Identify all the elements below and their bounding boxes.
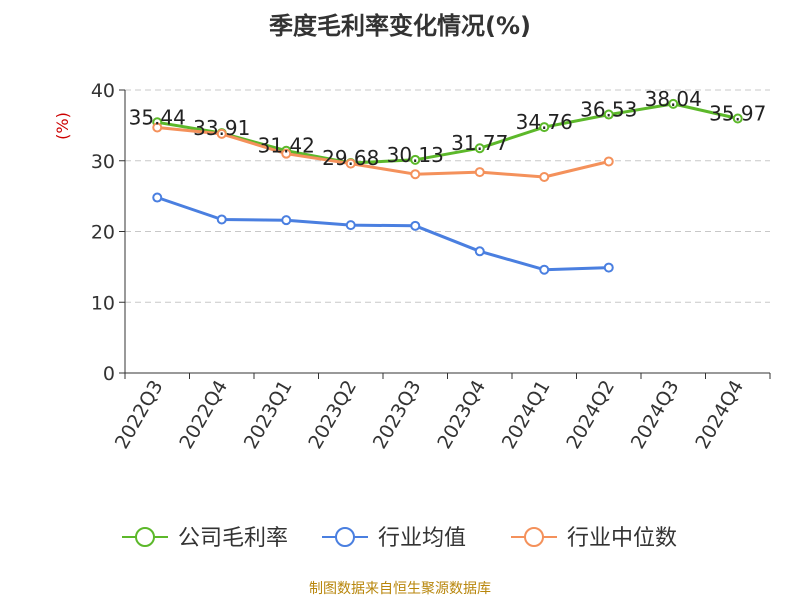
data-point bbox=[410, 220, 421, 231]
x-tick-label: 2023Q3 bbox=[369, 377, 426, 453]
x-tick-label: 2024Q2 bbox=[562, 377, 619, 453]
x-tick-label: 2023Q1 bbox=[240, 377, 297, 453]
data-label: 31.42 bbox=[258, 134, 315, 158]
x-tick-label: 2024Q1 bbox=[498, 377, 555, 453]
x-tick-label: 2023Q2 bbox=[304, 377, 361, 453]
data-point bbox=[410, 154, 421, 165]
data-point bbox=[216, 214, 227, 225]
data-label: 35.44 bbox=[129, 105, 186, 129]
data-point bbox=[539, 122, 550, 133]
y-tick-label: 40 bbox=[91, 80, 115, 102]
data-point bbox=[281, 215, 292, 226]
data-point bbox=[152, 122, 163, 133]
grid-layer bbox=[125, 89, 770, 303]
data-point bbox=[732, 113, 743, 124]
series-layer bbox=[152, 98, 743, 275]
data-point bbox=[345, 158, 356, 169]
data-label-layer: 35.44 33.91 31.42 29.68 30.13 31.77 34.76 36.53… bbox=[129, 87, 767, 170]
data-point bbox=[603, 262, 614, 273]
legend-label: 行业均值 bbox=[378, 526, 466, 551]
data-label: 29.68 bbox=[322, 146, 379, 170]
x-tick-label: 2022Q3 bbox=[111, 377, 168, 453]
data-point bbox=[410, 169, 421, 180]
chart-title: 季度毛利率变化情况(%) bbox=[269, 12, 531, 40]
data-label: 35.97 bbox=[709, 102, 766, 126]
y-tick-label: 0 bbox=[103, 363, 115, 385]
source-note: 制图数据来自恒生聚源数据库 bbox=[309, 581, 491, 597]
y-tick-label: 30 bbox=[91, 151, 115, 173]
data-label: 33.91 bbox=[193, 116, 250, 140]
data-point bbox=[281, 148, 292, 159]
data-point bbox=[474, 143, 485, 154]
y-axis-label: (%) bbox=[53, 112, 72, 140]
data-point bbox=[603, 109, 614, 120]
legend: 公司毛利率 行业均值 行业中位数 bbox=[122, 526, 677, 551]
data-point bbox=[603, 156, 614, 167]
legend-marker bbox=[135, 527, 155, 547]
legend-label: 公司毛利率 bbox=[178, 526, 288, 551]
y-tick-label: 10 bbox=[91, 292, 115, 314]
series-line-1 bbox=[156, 196, 609, 272]
data-point bbox=[474, 246, 485, 257]
series-line-0 bbox=[157, 102, 739, 165]
data-point bbox=[539, 264, 550, 275]
y-tick-label: 20 bbox=[91, 222, 115, 244]
legend-marker bbox=[524, 527, 544, 547]
legend-label: 行业中位数 bbox=[567, 526, 677, 551]
data-label: 34.76 bbox=[516, 110, 573, 134]
x-tick-label: 2023Q4 bbox=[433, 377, 490, 453]
x-tick-label: 2024Q4 bbox=[691, 377, 748, 453]
data-label: 30.13 bbox=[387, 143, 444, 167]
data-point bbox=[152, 192, 163, 203]
data-label: 31.77 bbox=[451, 131, 508, 155]
x-tick-label: 2022Q4 bbox=[175, 377, 232, 453]
series-line-2 bbox=[157, 126, 610, 179]
data-point bbox=[345, 220, 356, 231]
data-point bbox=[539, 172, 550, 183]
legend-marker bbox=[335, 527, 355, 547]
data-point bbox=[216, 128, 227, 139]
data-label: 36.53 bbox=[580, 98, 637, 122]
data-label: 38.04 bbox=[645, 87, 702, 111]
x-tick-label: 2024Q3 bbox=[627, 377, 684, 453]
data-point bbox=[668, 98, 679, 109]
data-point bbox=[474, 167, 485, 178]
